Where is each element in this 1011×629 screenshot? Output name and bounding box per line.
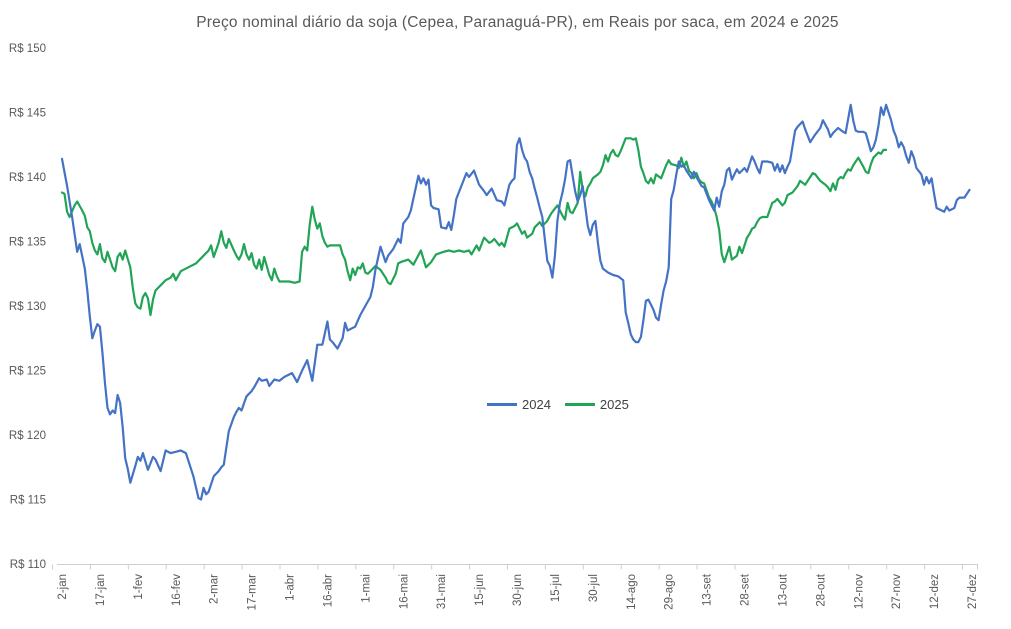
series-line-2025 xyxy=(60,137,888,317)
x-tick-label: 12-nov xyxy=(853,574,865,609)
x-tick-label: 16-abr xyxy=(322,574,334,607)
y-tick-label: R$ 140 xyxy=(9,172,46,184)
x-tick-label: 28-set xyxy=(740,573,752,606)
legend-swatch-2025-line xyxy=(564,403,595,406)
x-tick-label: 15-jul xyxy=(550,574,562,602)
y-tick-label: R$ 150 xyxy=(9,43,46,55)
legend-label-2025: 2025 xyxy=(599,397,629,412)
y-tick-label: R$ 115 xyxy=(10,495,46,507)
chart-title: Preço nominal diário da soja (Cepea, Par… xyxy=(196,14,839,31)
legend-item-2025: 2025 xyxy=(564,397,629,412)
x-tick-label: 17-jan xyxy=(95,574,107,606)
x-tick-label: 31-mai xyxy=(436,574,448,609)
x-tick-label: 30-jul xyxy=(588,574,600,602)
y-tick-label: R$ 125 xyxy=(9,366,46,378)
x-tick-label: 12-dez xyxy=(929,574,941,609)
x-tick-label: 15-jun xyxy=(474,574,486,606)
x-tick-label: 29-ago xyxy=(664,574,676,610)
x-tick-label: 1-abr xyxy=(285,574,297,601)
y-tick-label: R$ 130 xyxy=(9,301,46,313)
chart-legend: 2024 2025 xyxy=(487,397,629,412)
x-tick-label: 27-dez xyxy=(967,574,979,609)
x-tick-label: 17-mar xyxy=(247,574,259,611)
x-tick-label: 16-mai xyxy=(398,574,410,609)
x-tick-label: 2-mar xyxy=(209,574,221,604)
x-tick-label: 30-jun xyxy=(512,574,524,606)
legend-item-2024: 2024 xyxy=(487,397,551,412)
x-tick-label: 1-fev xyxy=(133,574,145,600)
legend-swatch-2024-line xyxy=(487,403,517,406)
y-tick-label: R$ 120 xyxy=(9,430,46,442)
y-tick-label: R$ 135 xyxy=(9,237,46,249)
legend-label-2024: 2024 xyxy=(522,397,551,412)
x-tick-label: 14-ago xyxy=(626,574,638,610)
x-tick-label: 13-set xyxy=(702,573,714,606)
x-tick-label: 1-mai xyxy=(360,574,372,603)
y-tick-label: R$ 110 xyxy=(10,559,46,571)
y-tick-label: R$ 145 xyxy=(9,108,46,120)
x-tick-label: 16-fev xyxy=(171,574,183,606)
x-tick-label: 2-jan xyxy=(57,574,69,600)
x-tick-label: 27-nov xyxy=(891,574,903,609)
x-tick-label: 13-out xyxy=(777,573,789,606)
series-line-2024 xyxy=(60,103,971,501)
x-tick-label: 28-out xyxy=(815,573,827,606)
